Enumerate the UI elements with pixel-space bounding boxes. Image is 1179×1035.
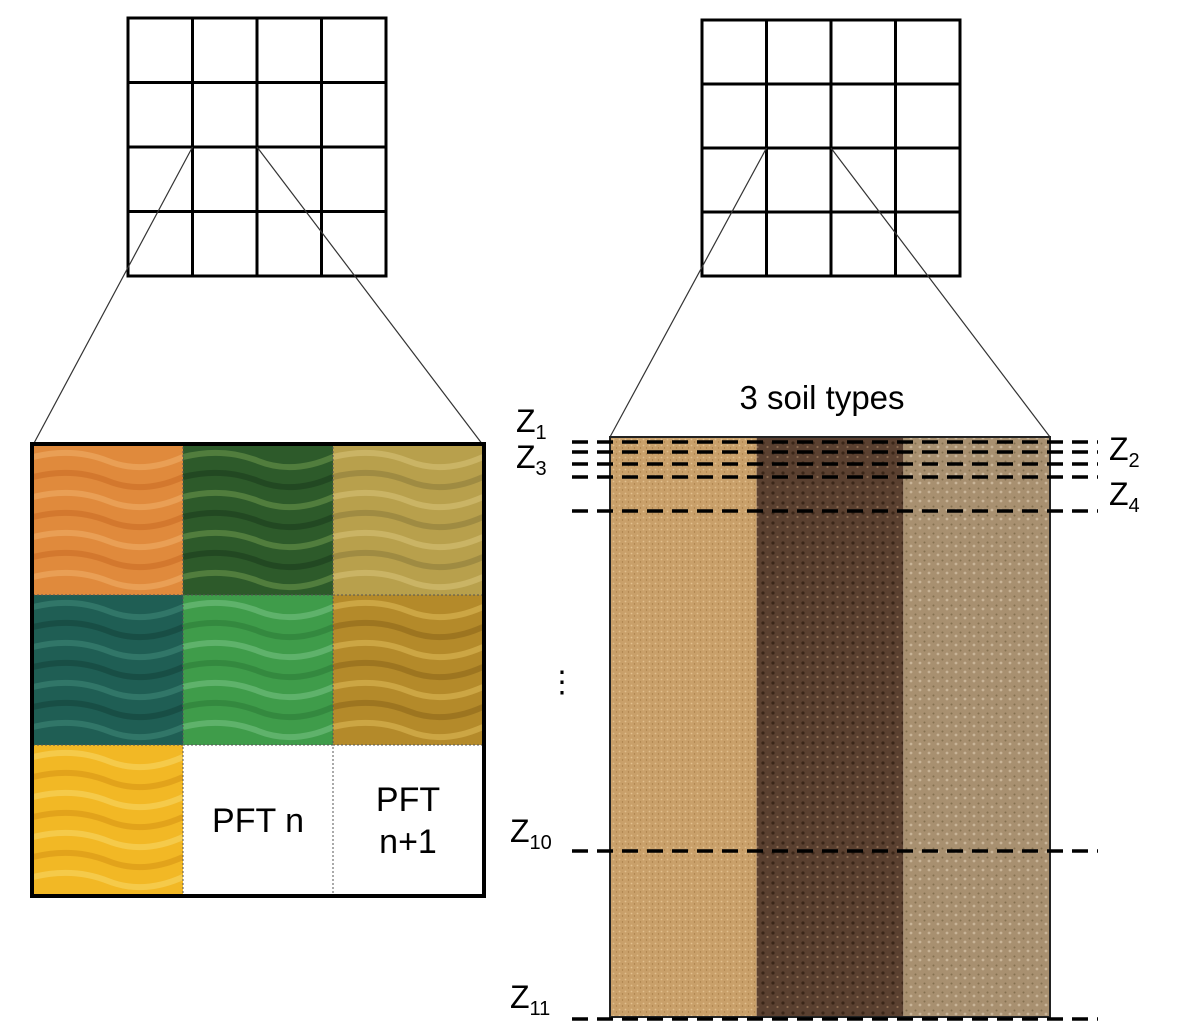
pft-text-line: PFT (376, 781, 440, 819)
corn-photo (33, 744, 185, 895)
soil-column (610, 437, 1050, 1017)
depth-label-z10: Z10 (510, 813, 552, 854)
depth-label-z4: Z4 (1109, 476, 1140, 517)
tropical-forest-photo (182, 445, 335, 596)
pft-text-cell: PFT n (182, 744, 334, 895)
pft-text-cell: PFT n+1 (332, 744, 483, 895)
wheat-photo (332, 594, 483, 746)
depth-label-z1: Z1 (516, 403, 547, 444)
left-zoom-lines (32, 146, 484, 446)
soil-column-border (609, 436, 1051, 1018)
depth-label-z3: Z3 (516, 439, 547, 480)
soil-types-title: 3 soil types (739, 379, 904, 416)
grass-field-photo (182, 594, 335, 746)
clay-soil-photo (903, 437, 1050, 1017)
conifer-forest-photo (33, 594, 185, 746)
depth-label-z2: Z2 (1109, 431, 1140, 472)
depth-label-z11: Z11 (510, 979, 550, 1020)
pft-mosaic: PFT n PFT n+1 (33, 445, 483, 895)
desert-dunes-photo (33, 445, 185, 596)
sand-soil-photo (610, 437, 757, 1017)
pft-text-line: PFT n (212, 802, 304, 840)
right-zoom-lines (609, 147, 1051, 438)
depth-ellipsis: ⋮ (547, 666, 577, 699)
pft-text-line: n+1 (379, 823, 437, 861)
pft-mosaic-border (30, 442, 486, 898)
depth-lines (572, 440, 1098, 1021)
dark-loam-soil-photo (756, 437, 904, 1017)
autumn-forest-photo (332, 445, 483, 596)
